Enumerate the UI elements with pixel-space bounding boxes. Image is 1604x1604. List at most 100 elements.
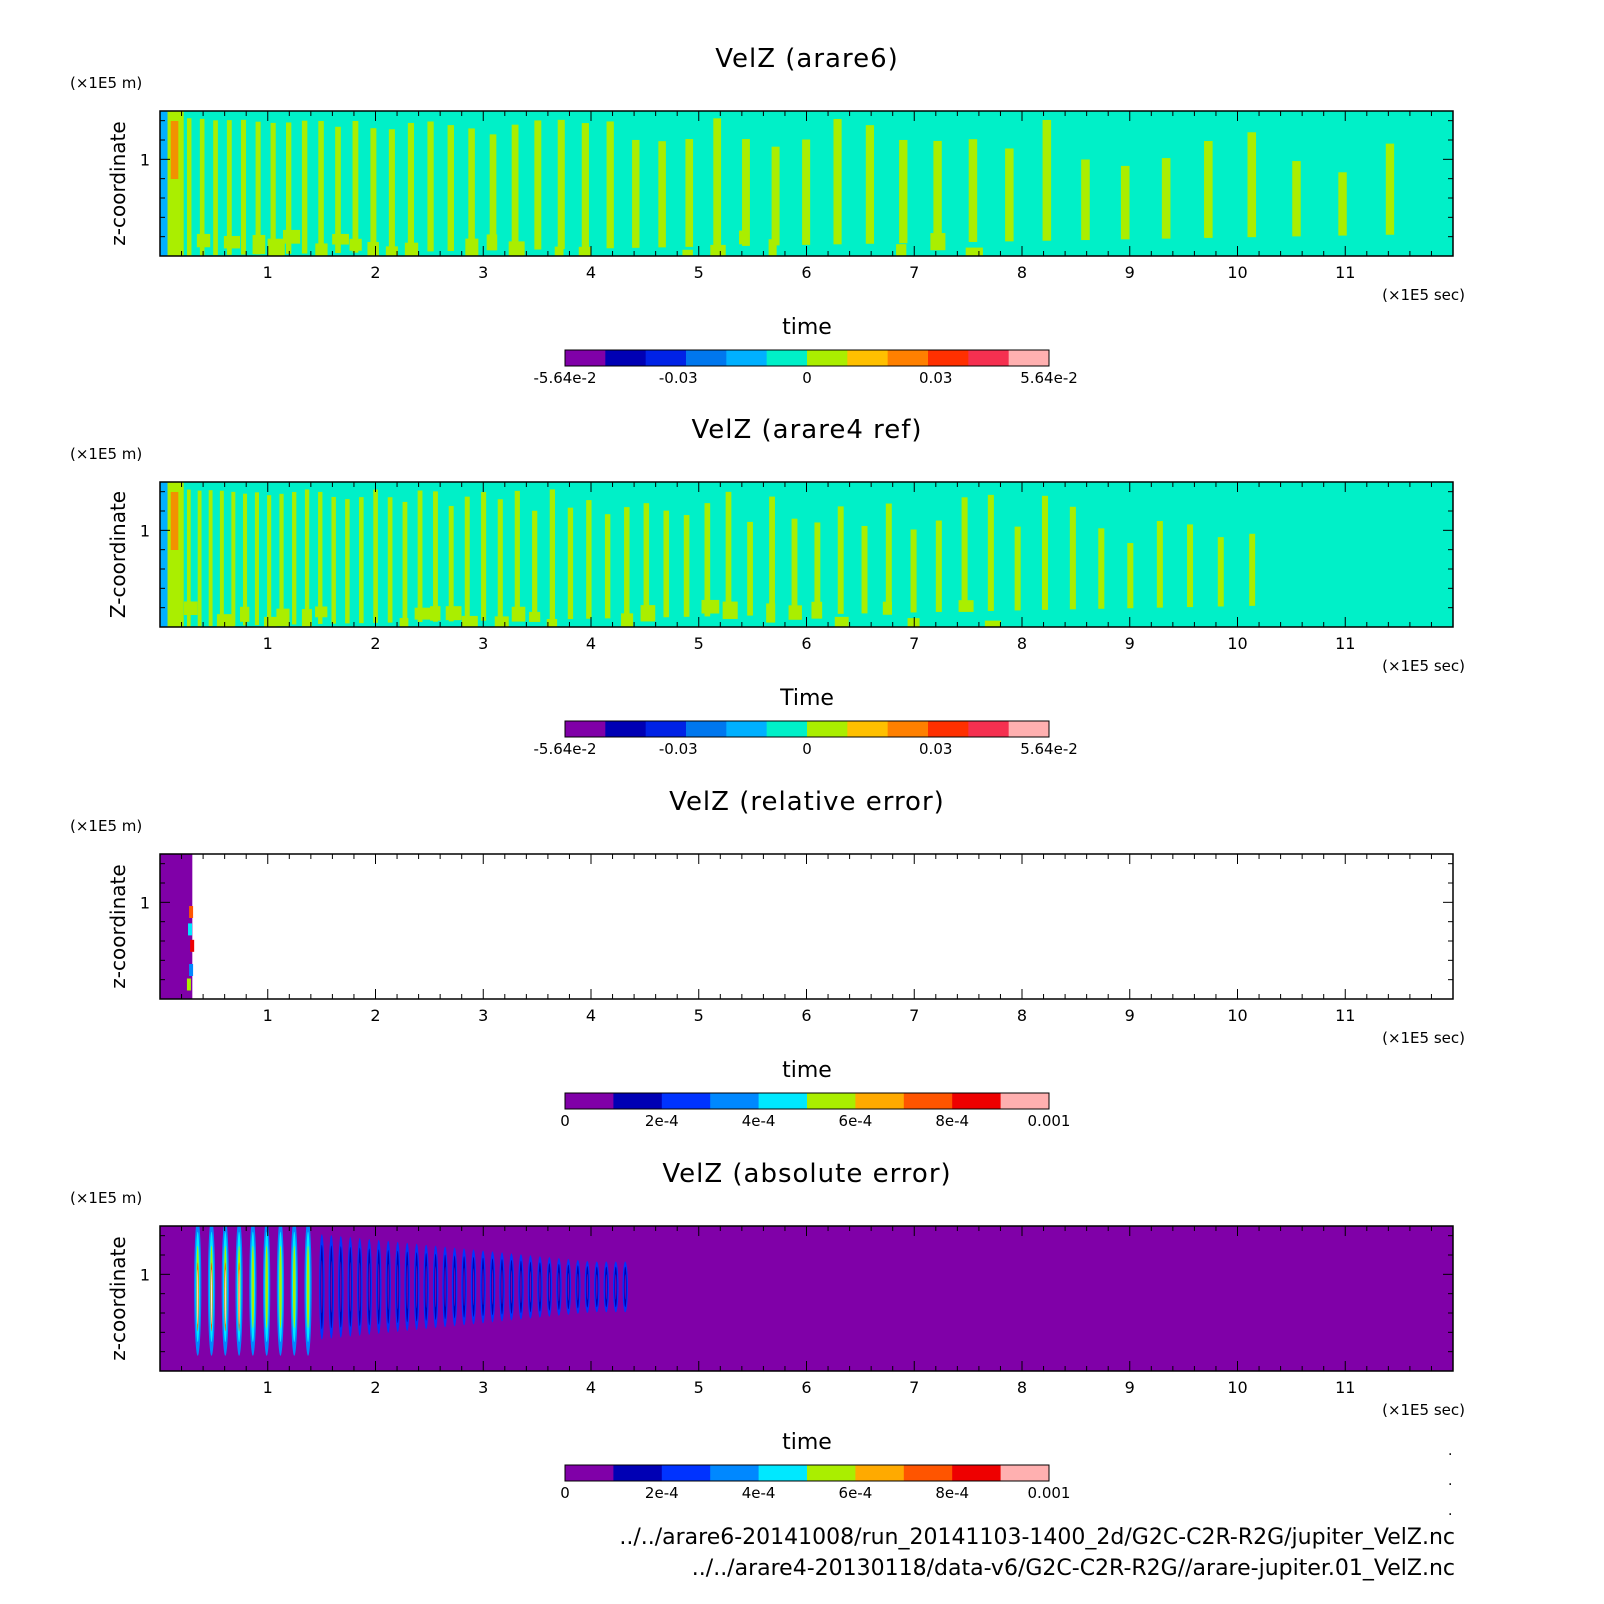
heatmap-cell: [899, 139, 908, 244]
x-tick-label: 10: [1227, 634, 1247, 653]
colorbar-frame: [564, 720, 1050, 738]
heatmap-cell: [624, 507, 630, 618]
heatmap-cell: [359, 497, 364, 624]
heatmap-cell: [404, 242, 419, 256]
heatmap-cell: [464, 496, 470, 622]
heatmap-cell: [417, 490, 423, 622]
y-tick-label: 1: [140, 1265, 150, 1284]
colorbar-swatch: [758, 1465, 808, 1481]
y-axis-label: Z-coordinate: [106, 491, 130, 618]
colorbar-swatch: [1000, 1093, 1050, 1109]
heatmap-cell: [368, 1262, 370, 1311]
heatmap-cell: [605, 1274, 607, 1300]
colorbar: -5.64e-2 -0.03 0 0.03 5.64e-2: [534, 349, 1078, 387]
heatmap-cell: [213, 120, 218, 256]
y-axis-label: z-coordinate: [106, 1236, 130, 1360]
heatmap-cell: [283, 229, 301, 244]
heatmap-cell: [197, 490, 202, 627]
heatmap-cell: [554, 246, 564, 256]
heatmap-cell: [279, 493, 284, 625]
colorbar-swatch: [847, 721, 889, 737]
heatmap-cell: [558, 1272, 560, 1302]
heatmap-cell: [301, 120, 308, 254]
colorbar-swatch: [903, 1093, 953, 1109]
x-tick-label: 5: [694, 1378, 704, 1397]
heatmap-cell: [388, 129, 395, 253]
colorbar-swatch: [928, 350, 969, 366]
heatmap-cell: [704, 503, 711, 617]
heatmap-cell: [788, 605, 802, 620]
heatmap-cell: [414, 607, 433, 620]
colorbar-frame: [564, 1092, 1050, 1110]
colorbar-tick-label: 0: [560, 1112, 570, 1130]
x-tick-label: 8: [1017, 634, 1027, 653]
heatmap-cell: [255, 121, 261, 255]
colorbar-swatch: [645, 721, 687, 737]
x-tick-label: 1: [263, 1006, 273, 1025]
heatmap-cell: [387, 497, 393, 623]
y-axis-label: z-coordinate: [106, 864, 130, 988]
heatmap-cell: [1014, 526, 1021, 611]
x-tick-label: 7: [909, 263, 919, 282]
x-tick-label: 4: [586, 1378, 596, 1397]
heatmap-cell: [529, 611, 541, 622]
heatmap-cell: [160, 482, 168, 627]
colorbar-swatch: [645, 350, 687, 366]
heatmap-field: [160, 854, 1453, 999]
heatmap-cell: [930, 233, 946, 251]
heatmap-cell: [186, 118, 192, 256]
colorbar-swatch: [855, 1093, 905, 1109]
heatmap-cell: [885, 503, 892, 613]
colorbar-swatch: [887, 721, 929, 737]
heatmap-cell: [378, 1263, 380, 1311]
heatmap-cell: [304, 489, 310, 625]
heatmap-cell: [771, 146, 780, 246]
file-paths: ../../arare6-20141008/run_20141103-1400_…: [619, 1443, 1455, 1581]
heatmap-cell: [514, 490, 520, 621]
heatmap-cell: [321, 1260, 323, 1314]
heatmap-cell: [578, 246, 592, 256]
x-tick-label: 11: [1335, 1006, 1355, 1025]
heatmap-cell: [837, 506, 844, 614]
x-tick-label: 3: [478, 1006, 488, 1025]
colorbar-swatch: [807, 721, 848, 737]
heatmap-cell: [188, 923, 193, 936]
heatmap-cell: [1187, 524, 1194, 608]
heatmap-cell: [211, 1269, 212, 1325]
x-tick-label: 9: [1125, 1378, 1135, 1397]
heatmap-cell: [910, 529, 917, 613]
colorbar-swatch: [661, 1093, 711, 1109]
x-tick-label: 6: [801, 1378, 811, 1397]
colorbar-swatch: [565, 1093, 614, 1109]
panel-3: VelZ (relative error)(×1E5 m)1 2 3 4 5 6 7 8 9 10…: [70, 787, 1465, 1130]
heatmap-cell: [444, 1266, 446, 1308]
heatmap-cell: [621, 613, 634, 627]
colorbar-tick-label: 0: [802, 369, 812, 387]
colorbar-tick-label: 0: [802, 740, 812, 758]
heatmap-cell: [907, 618, 920, 627]
colorbar-swatch: [565, 721, 606, 737]
heatmap-cell: [491, 1269, 494, 1305]
colorbar-frame: [564, 349, 1050, 367]
heatmap-cell: [615, 1274, 617, 1300]
colorbar-tick-label: 0.03: [919, 740, 952, 758]
heatmap-cell: [1069, 506, 1076, 610]
heatmap-cell: [447, 125, 454, 252]
heatmap-cell: [834, 616, 849, 627]
colorbar-swatch: [613, 1093, 663, 1109]
heatmap-cell: [581, 123, 589, 249]
colorbar-swatch: [807, 1465, 856, 1481]
heatmap-cell: [270, 122, 276, 255]
colorbar-swatch: [1000, 1465, 1050, 1481]
heatmap-cell: [1041, 495, 1049, 610]
x-tick-label: 7: [909, 1378, 919, 1397]
heatmap-cell: [481, 492, 487, 621]
heatmap-cell: [532, 510, 538, 620]
heatmap-cell: [742, 139, 750, 246]
colorbar-tick-label: 6e-4: [839, 1484, 873, 1502]
heatmap-cell: [186, 489, 191, 627]
heatmap-cell: [453, 1267, 456, 1307]
heatmap-cell: [254, 492, 260, 626]
heatmap-cell: [567, 507, 574, 620]
